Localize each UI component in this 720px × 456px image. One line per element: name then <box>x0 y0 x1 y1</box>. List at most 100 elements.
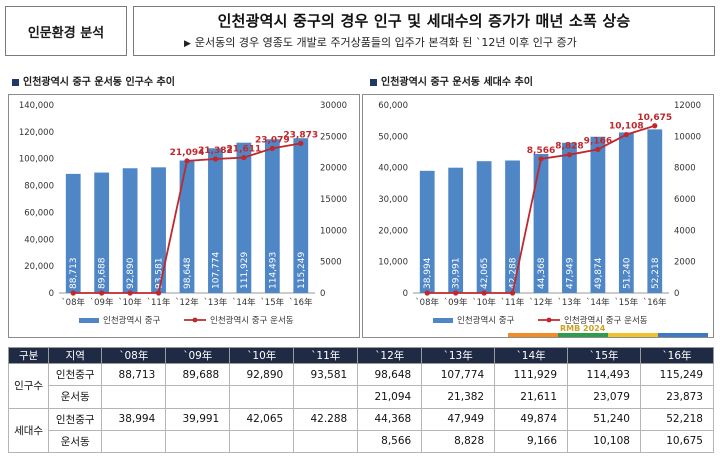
table-value-cell: 38,994 <box>101 407 167 431</box>
table-value-cell <box>101 385 167 409</box>
x-tick-label: `16年 <box>289 297 313 308</box>
table-value-cell: 88,713 <box>101 362 167 387</box>
legend-line-marker <box>546 317 552 323</box>
strip-segment <box>508 333 558 337</box>
bar-value-label: 88,713 <box>69 258 79 290</box>
x-tick-label: `14年 <box>232 297 256 308</box>
bar <box>476 161 492 293</box>
bar-value-label: 114,493 <box>268 252 278 289</box>
line-value-label: 10,675 <box>637 113 672 123</box>
table-value-cell: 10,675 <box>639 429 715 454</box>
watermark: RMB 2024 <box>560 324 606 333</box>
bar <box>448 167 464 293</box>
table-value-cell: 9,166 <box>494 429 569 454</box>
bar <box>94 172 110 293</box>
triangle-bullet-icon: ▶ <box>184 39 191 49</box>
x-tick-label: `09年 <box>444 297 468 308</box>
y-tick-label: 120,000 <box>19 128 54 138</box>
table-row: 운서동 8,566 8,828 9,166 10,108 10,675 <box>9 429 715 454</box>
x-tick-label: `13年 <box>558 297 582 308</box>
table-value-cell <box>165 429 231 454</box>
table-value-cell: 47,949 <box>421 407 496 431</box>
line-value-label: 8,566 <box>527 146 555 156</box>
square-bullet-icon <box>370 78 377 86</box>
x-tick-label: `08年 <box>61 297 85 308</box>
bar <box>264 139 280 293</box>
table-value-cell <box>293 429 359 454</box>
bar <box>122 168 138 293</box>
household-chart: 0 10,000 20,000 30,000 40,000 50,000 60,000 0 20… <box>362 94 714 338</box>
legend-bar-label: 인천광역시 중구 <box>457 315 515 326</box>
y-tick-label: 50,000 <box>378 132 408 142</box>
legend-line-label: 인천광역시 중구 운서동 <box>564 315 648 326</box>
legend-bar-swatch <box>433 318 453 323</box>
bar <box>647 129 663 293</box>
table-header-cell: 구분 <box>7 347 50 364</box>
bar-value-label: 98,648 <box>183 257 193 289</box>
bar-value-label: 51,240 <box>622 257 632 289</box>
y-tick-label: 40,000 <box>24 235 54 245</box>
x-tick-label: `08年 <box>415 297 439 308</box>
table-value-cell: 107,774 <box>421 362 496 387</box>
line-point <box>595 146 601 152</box>
line-point <box>127 290 133 296</box>
table-value-cell: 10,108 <box>567 429 641 454</box>
population-chart: 0 20,000 40,000 60,000 80,000 100,000 120,000 1… <box>8 94 360 338</box>
strip-segment <box>608 333 658 337</box>
line-value-label: 23,079 <box>255 135 290 145</box>
y-tick-label: 0 <box>403 289 408 299</box>
x-tick-label: `10年 <box>472 297 496 308</box>
bar <box>293 138 309 293</box>
line-point <box>212 156 219 162</box>
y-tick-label: 60,000 <box>378 101 408 111</box>
y2-tick-label: 0 <box>320 289 325 299</box>
table-value-cell: 51,240 <box>567 407 641 431</box>
table-value-cell: 115,249 <box>639 362 715 387</box>
line-point <box>623 132 629 138</box>
legend-bar-swatch <box>79 318 99 323</box>
bar <box>533 153 549 293</box>
table-value-cell <box>229 385 295 409</box>
table-value-cell: 21,094 <box>357 385 423 409</box>
line-value-label: 21,611 <box>227 145 262 155</box>
line-point <box>424 290 430 296</box>
table-value-cell: 114,493 <box>567 362 641 387</box>
y2-tick-label: 20000 <box>320 164 347 174</box>
household-chart-svg: 0 10,000 20,000 30,000 40,000 50,000 60,000 0 20… <box>378 101 701 326</box>
y2-tick-label: 5000 <box>320 258 342 268</box>
line-point <box>241 154 247 161</box>
table-header-cell: `13年 <box>421 347 496 364</box>
y-tick-label: 0 <box>49 289 54 299</box>
bar-value-label: 39,991 <box>452 258 462 290</box>
y2-tick-label: 2000 <box>674 258 696 268</box>
table-value-cell <box>293 385 359 409</box>
y2-tick-label: 10000 <box>320 226 347 236</box>
y-tick-label: 80,000 <box>24 182 54 192</box>
table-region-cell: 운서동 <box>48 429 103 454</box>
table-header-cell: `16年 <box>639 347 715 364</box>
line-value-label: 21,382 <box>198 146 233 156</box>
page-title: 인천광역시 중구의 경우 인구 및 세대수의 증가가 매년 소폭 상승 <box>217 12 631 30</box>
table-value-cell <box>229 429 295 454</box>
x-tick-label: `12年 <box>175 297 199 308</box>
x-tick-label: `13年 <box>204 297 228 308</box>
table-header-cell: `08年 <box>101 347 167 364</box>
bar <box>505 160 520 293</box>
bar <box>419 170 435 293</box>
table-value-cell: 42,065 <box>229 407 295 431</box>
population-chart-svg: 0 20,000 40,000 60,000 80,000 100,000 120,000 1… <box>19 101 347 326</box>
x-tick-label: `15年 <box>261 297 285 308</box>
line-point <box>70 290 76 296</box>
table-header-cell: `09年 <box>165 347 231 364</box>
line-point <box>184 158 190 164</box>
line-point <box>509 290 516 296</box>
bar-value-label: 44,368 <box>537 257 547 289</box>
bar <box>590 136 606 293</box>
table-value-cell: 8,828 <box>421 429 496 454</box>
table-value-cell: 44,368 <box>357 407 423 431</box>
legend-line-marker <box>192 317 198 323</box>
line-point <box>155 290 162 296</box>
y2-tick-label: 0 <box>674 289 679 299</box>
x-tick-label: `11年 <box>501 297 525 308</box>
x-tick-label: `15年 <box>615 297 639 308</box>
